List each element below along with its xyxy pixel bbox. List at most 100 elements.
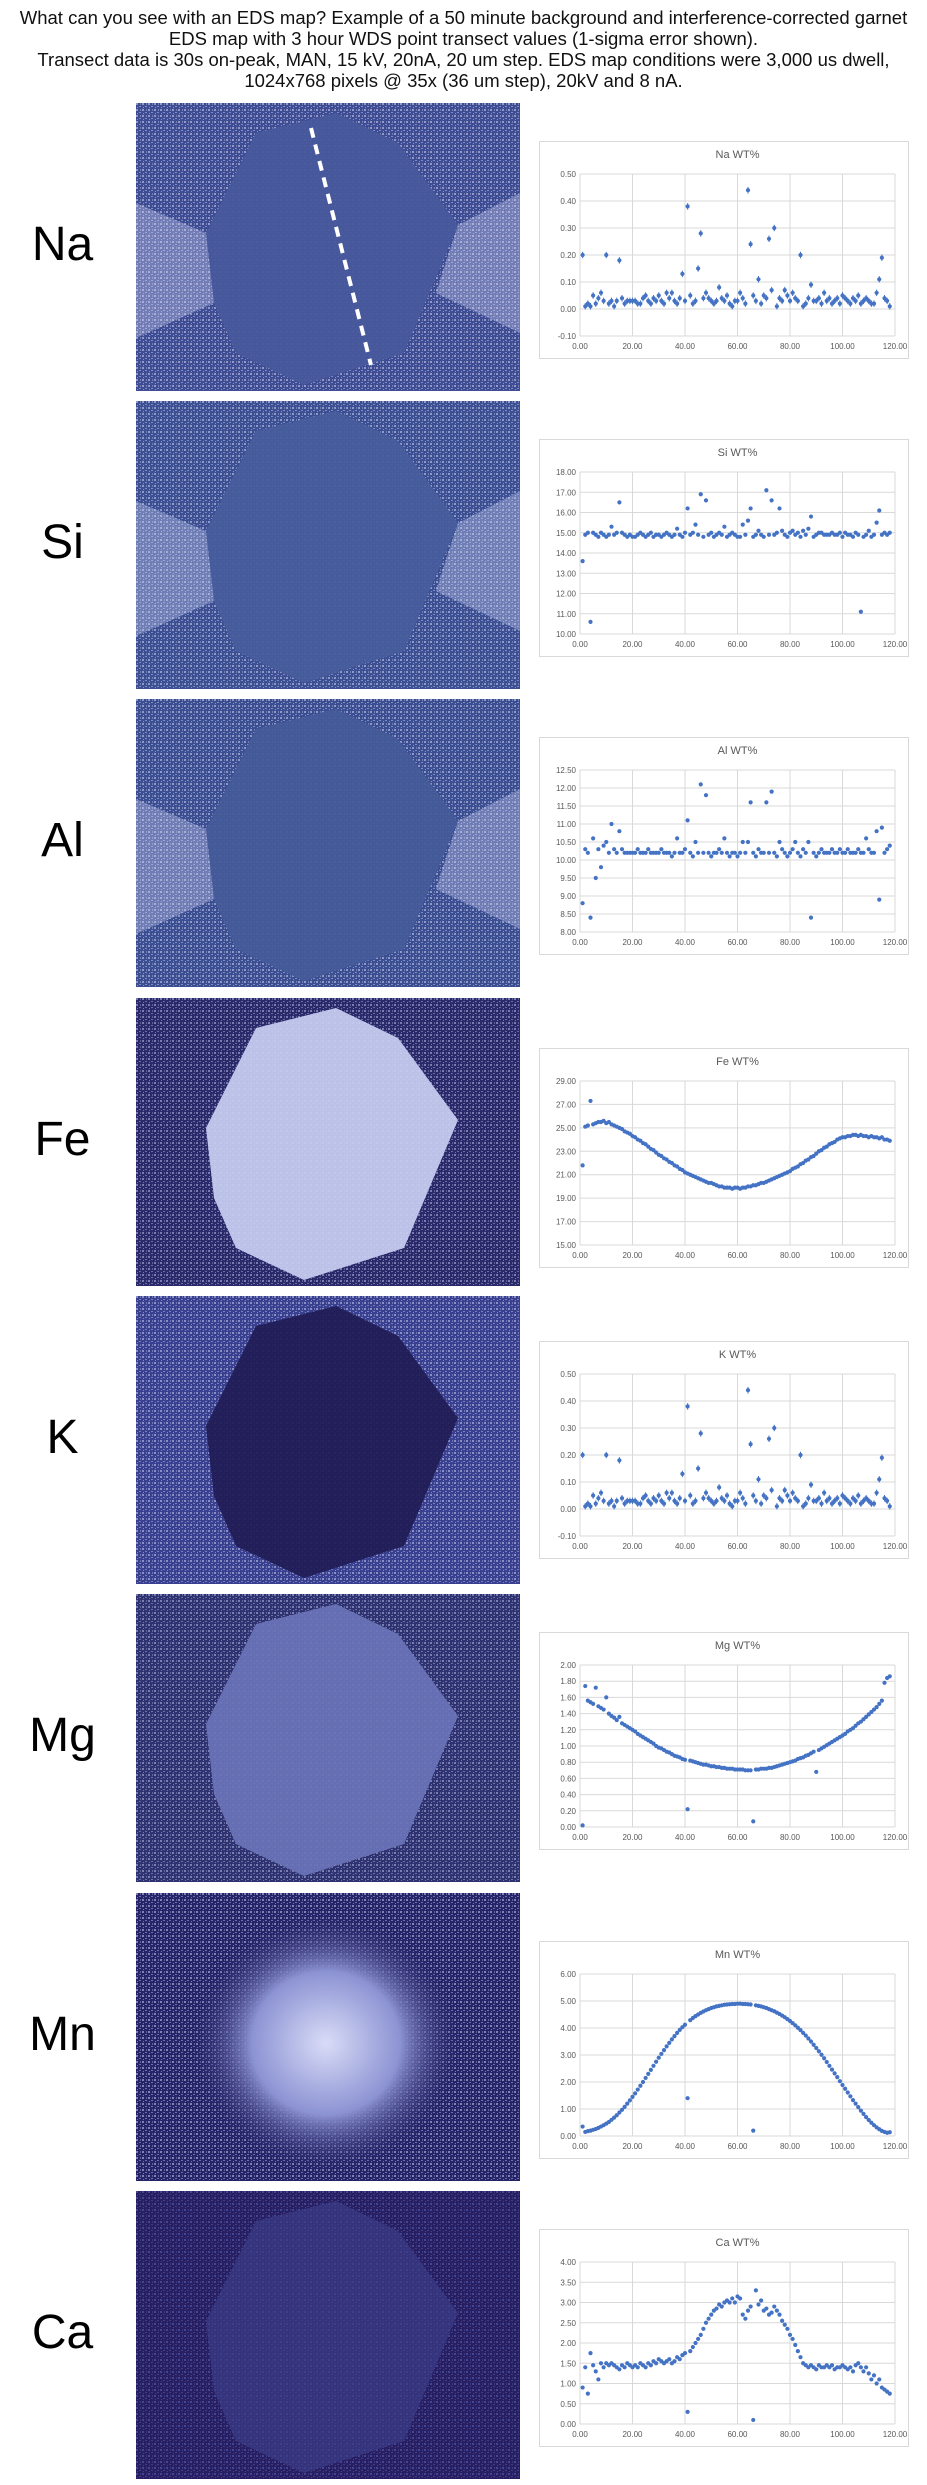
element-row-fe: Fe Fe WT% 15.00 17.00 19.00 21.00 23.00 25.00 27… bbox=[0, 998, 927, 1286]
data-point bbox=[588, 304, 593, 309]
y-tick-label: 17.00 bbox=[556, 488, 577, 497]
data-point bbox=[638, 301, 643, 306]
data-point bbox=[619, 1496, 625, 1501]
y-tick-label: 6.00 bbox=[560, 1970, 576, 1979]
data-point bbox=[580, 559, 585, 564]
data-point bbox=[719, 1496, 724, 1501]
data-point bbox=[743, 1501, 748, 1506]
data-point bbox=[635, 847, 640, 852]
data-point bbox=[829, 847, 835, 852]
data-point bbox=[696, 850, 701, 855]
data-point bbox=[601, 843, 606, 848]
y-tick-label: 8.00 bbox=[560, 928, 576, 937]
data-point bbox=[625, 2101, 630, 2106]
data-point bbox=[745, 839, 751, 845]
data-point bbox=[706, 1496, 711, 1501]
x-tick-label: 80.00 bbox=[780, 1833, 801, 1842]
data-point bbox=[693, 298, 698, 303]
data-point bbox=[871, 301, 877, 306]
data-point bbox=[795, 530, 800, 535]
data-point bbox=[748, 242, 753, 247]
element-row-mn: Mn Mn WT% 0.00 1.00 2.00 3.00 4.00 5.00 6.00 0.00… bbox=[0, 1893, 927, 2181]
element-symbol: Na bbox=[31, 218, 94, 271]
y-tick-label: 18.00 bbox=[556, 468, 577, 477]
data-point bbox=[685, 2096, 690, 2101]
data-point bbox=[738, 850, 743, 855]
data-point bbox=[612, 304, 617, 309]
garnet-grain bbox=[191, 1913, 461, 2173]
data-point bbox=[824, 1498, 829, 1503]
data-point bbox=[856, 293, 861, 298]
y-tick-label: 10.00 bbox=[556, 630, 577, 639]
data-point bbox=[614, 2113, 619, 2118]
data-point bbox=[877, 2377, 882, 2382]
data-point bbox=[751, 2128, 756, 2133]
data-point bbox=[814, 1498, 819, 1503]
data-point bbox=[761, 534, 766, 539]
data-point bbox=[682, 530, 688, 535]
data-point bbox=[814, 2045, 819, 2051]
data-point bbox=[591, 2363, 596, 2368]
data-point bbox=[866, 2117, 871, 2123]
x-tick-label: 40.00 bbox=[675, 342, 696, 351]
data-point bbox=[790, 847, 795, 852]
data-point bbox=[850, 534, 856, 539]
data-point bbox=[648, 1501, 653, 1506]
data-point bbox=[588, 2351, 593, 2356]
element-row-mg: Mg Mg WT% 0.00 0.20 0.40 0.60 0.80 1.00 1.20 1.40… bbox=[0, 1594, 927, 1882]
y-tick-label: 1.20 bbox=[560, 1726, 576, 1735]
data-point bbox=[751, 293, 756, 298]
garnet-grain bbox=[206, 2201, 458, 2473]
data-point bbox=[866, 528, 871, 533]
data-point bbox=[640, 2079, 646, 2085]
y-tick-label: 15.00 bbox=[556, 529, 577, 538]
data-point bbox=[685, 1807, 690, 1812]
data-point bbox=[656, 1493, 661, 1498]
data-point bbox=[819, 847, 824, 852]
data-point bbox=[703, 793, 709, 798]
data-point bbox=[790, 1490, 795, 1495]
data-point bbox=[717, 847, 722, 852]
y-tick-label: 4.00 bbox=[560, 2258, 576, 2267]
x-tick-label: 40.00 bbox=[675, 1542, 696, 1551]
data-point bbox=[693, 2340, 698, 2346]
data-point bbox=[696, 532, 701, 537]
y-tick-label: 13.00 bbox=[556, 569, 577, 578]
data-point bbox=[614, 530, 619, 535]
data-point bbox=[675, 2030, 680, 2035]
data-point bbox=[583, 2365, 588, 2370]
x-tick-label: 120.00 bbox=[883, 2142, 908, 2151]
x-tick-label: 40.00 bbox=[675, 1251, 696, 1260]
data-point bbox=[769, 498, 774, 503]
data-point bbox=[680, 271, 685, 276]
eds-map-image bbox=[136, 1594, 520, 1882]
data-point bbox=[646, 298, 651, 303]
x-tick-label: 100.00 bbox=[830, 938, 855, 947]
x-tick-label: 60.00 bbox=[727, 342, 748, 351]
data-point bbox=[814, 298, 819, 303]
y-tick-label: 11.00 bbox=[557, 820, 577, 829]
data-point bbox=[850, 1496, 856, 1501]
wds-transect-chart: Mg WT% 0.00 0.20 0.40 0.60 0.80 1.00 1.20 1.40 1.… bbox=[539, 1632, 909, 1850]
y-tick-label: 5.00 bbox=[560, 1997, 576, 2006]
x-tick-label: 60.00 bbox=[727, 640, 748, 649]
data-point bbox=[580, 1163, 585, 1168]
x-tick-label: 120.00 bbox=[883, 640, 908, 649]
data-point bbox=[672, 2034, 677, 2039]
garnet-grain bbox=[206, 1008, 458, 1280]
data-point bbox=[887, 1138, 892, 1143]
data-point bbox=[640, 296, 646, 301]
data-point bbox=[646, 1498, 651, 1503]
data-point bbox=[798, 2028, 803, 2033]
chart-svg: Si WT% 10.00 11.00 12.00 13.00 14.00 15.00 16.0… bbox=[556, 447, 908, 649]
data-point bbox=[790, 528, 795, 533]
y-tick-label: 1.50 bbox=[560, 2359, 576, 2368]
data-point bbox=[869, 2377, 874, 2382]
x-tick-label: 60.00 bbox=[727, 1833, 748, 1842]
y-tick-label: 9.00 bbox=[560, 892, 576, 901]
data-point bbox=[782, 850, 787, 855]
x-tick-label: 0.00 bbox=[572, 1542, 588, 1551]
data-point bbox=[604, 252, 609, 258]
x-tick-label: 80.00 bbox=[780, 640, 801, 649]
data-point bbox=[675, 1501, 680, 1506]
